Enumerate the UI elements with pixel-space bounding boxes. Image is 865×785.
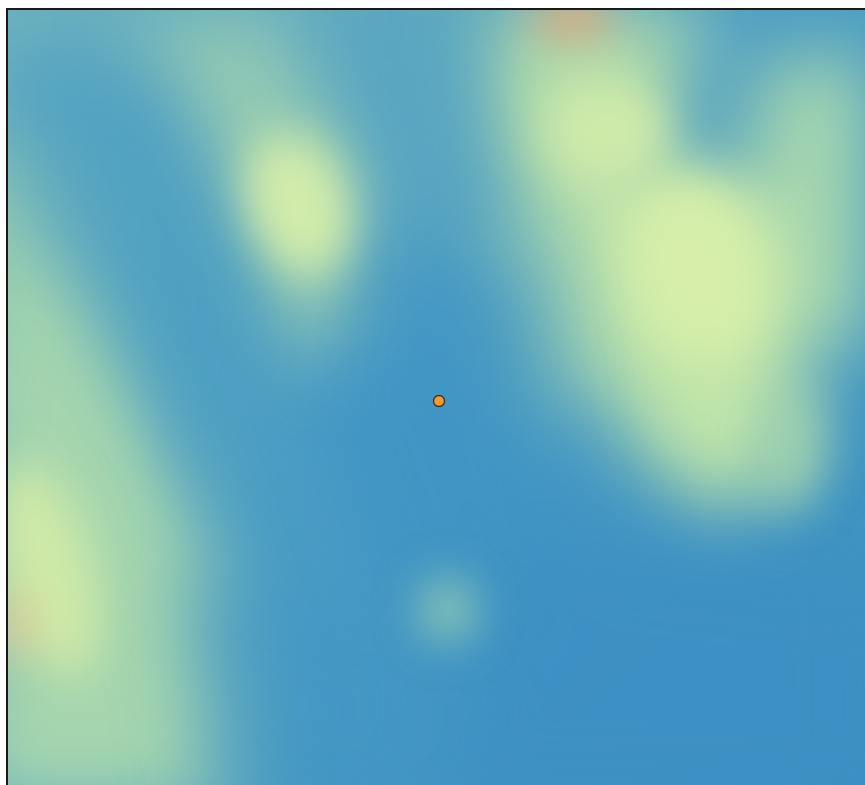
- location-marker-icon[interactable]: [432, 394, 446, 408]
- high-elevation-spots: [8, 10, 613, 657]
- map-frame: [6, 8, 865, 785]
- valley-bands: [8, 10, 865, 785]
- peak-highlights: [8, 80, 823, 677]
- elevation-raster-map[interactable]: [8, 10, 865, 785]
